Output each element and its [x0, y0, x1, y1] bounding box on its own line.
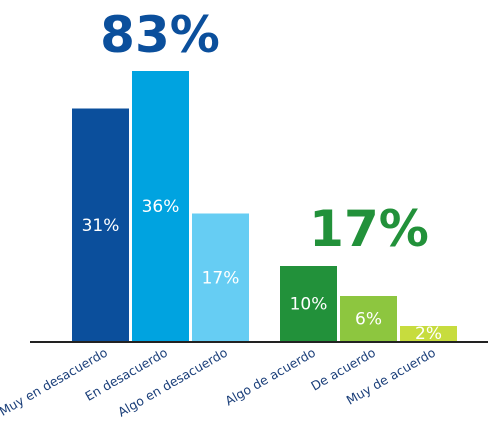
bar-value-label: 2%	[415, 324, 442, 344]
bar-value-label: 36%	[142, 197, 180, 217]
category-label: Muy en desacuerdo	[0, 345, 110, 419]
bars-group: 31% 36% 17% 10% 6% 2%	[72, 71, 457, 344]
bar-6	[400, 326, 457, 341]
bar-4	[280, 266, 337, 341]
bar-1	[72, 108, 129, 341]
bar-value-label: 17%	[202, 268, 240, 288]
bar-5	[340, 296, 397, 341]
bar-value-label: 6%	[355, 310, 382, 330]
bar-value-label: 10%	[290, 295, 328, 315]
group-total-agree: 17%	[309, 200, 429, 258]
group-total-disagree: 83%	[100, 6, 220, 64]
bar-value-label: 31%	[82, 216, 120, 236]
category-label: Algo de acuerdo	[222, 345, 318, 409]
bar-3	[192, 213, 249, 341]
category-label: Algo en desacuerdo	[115, 345, 230, 420]
bar-2	[132, 71, 189, 341]
